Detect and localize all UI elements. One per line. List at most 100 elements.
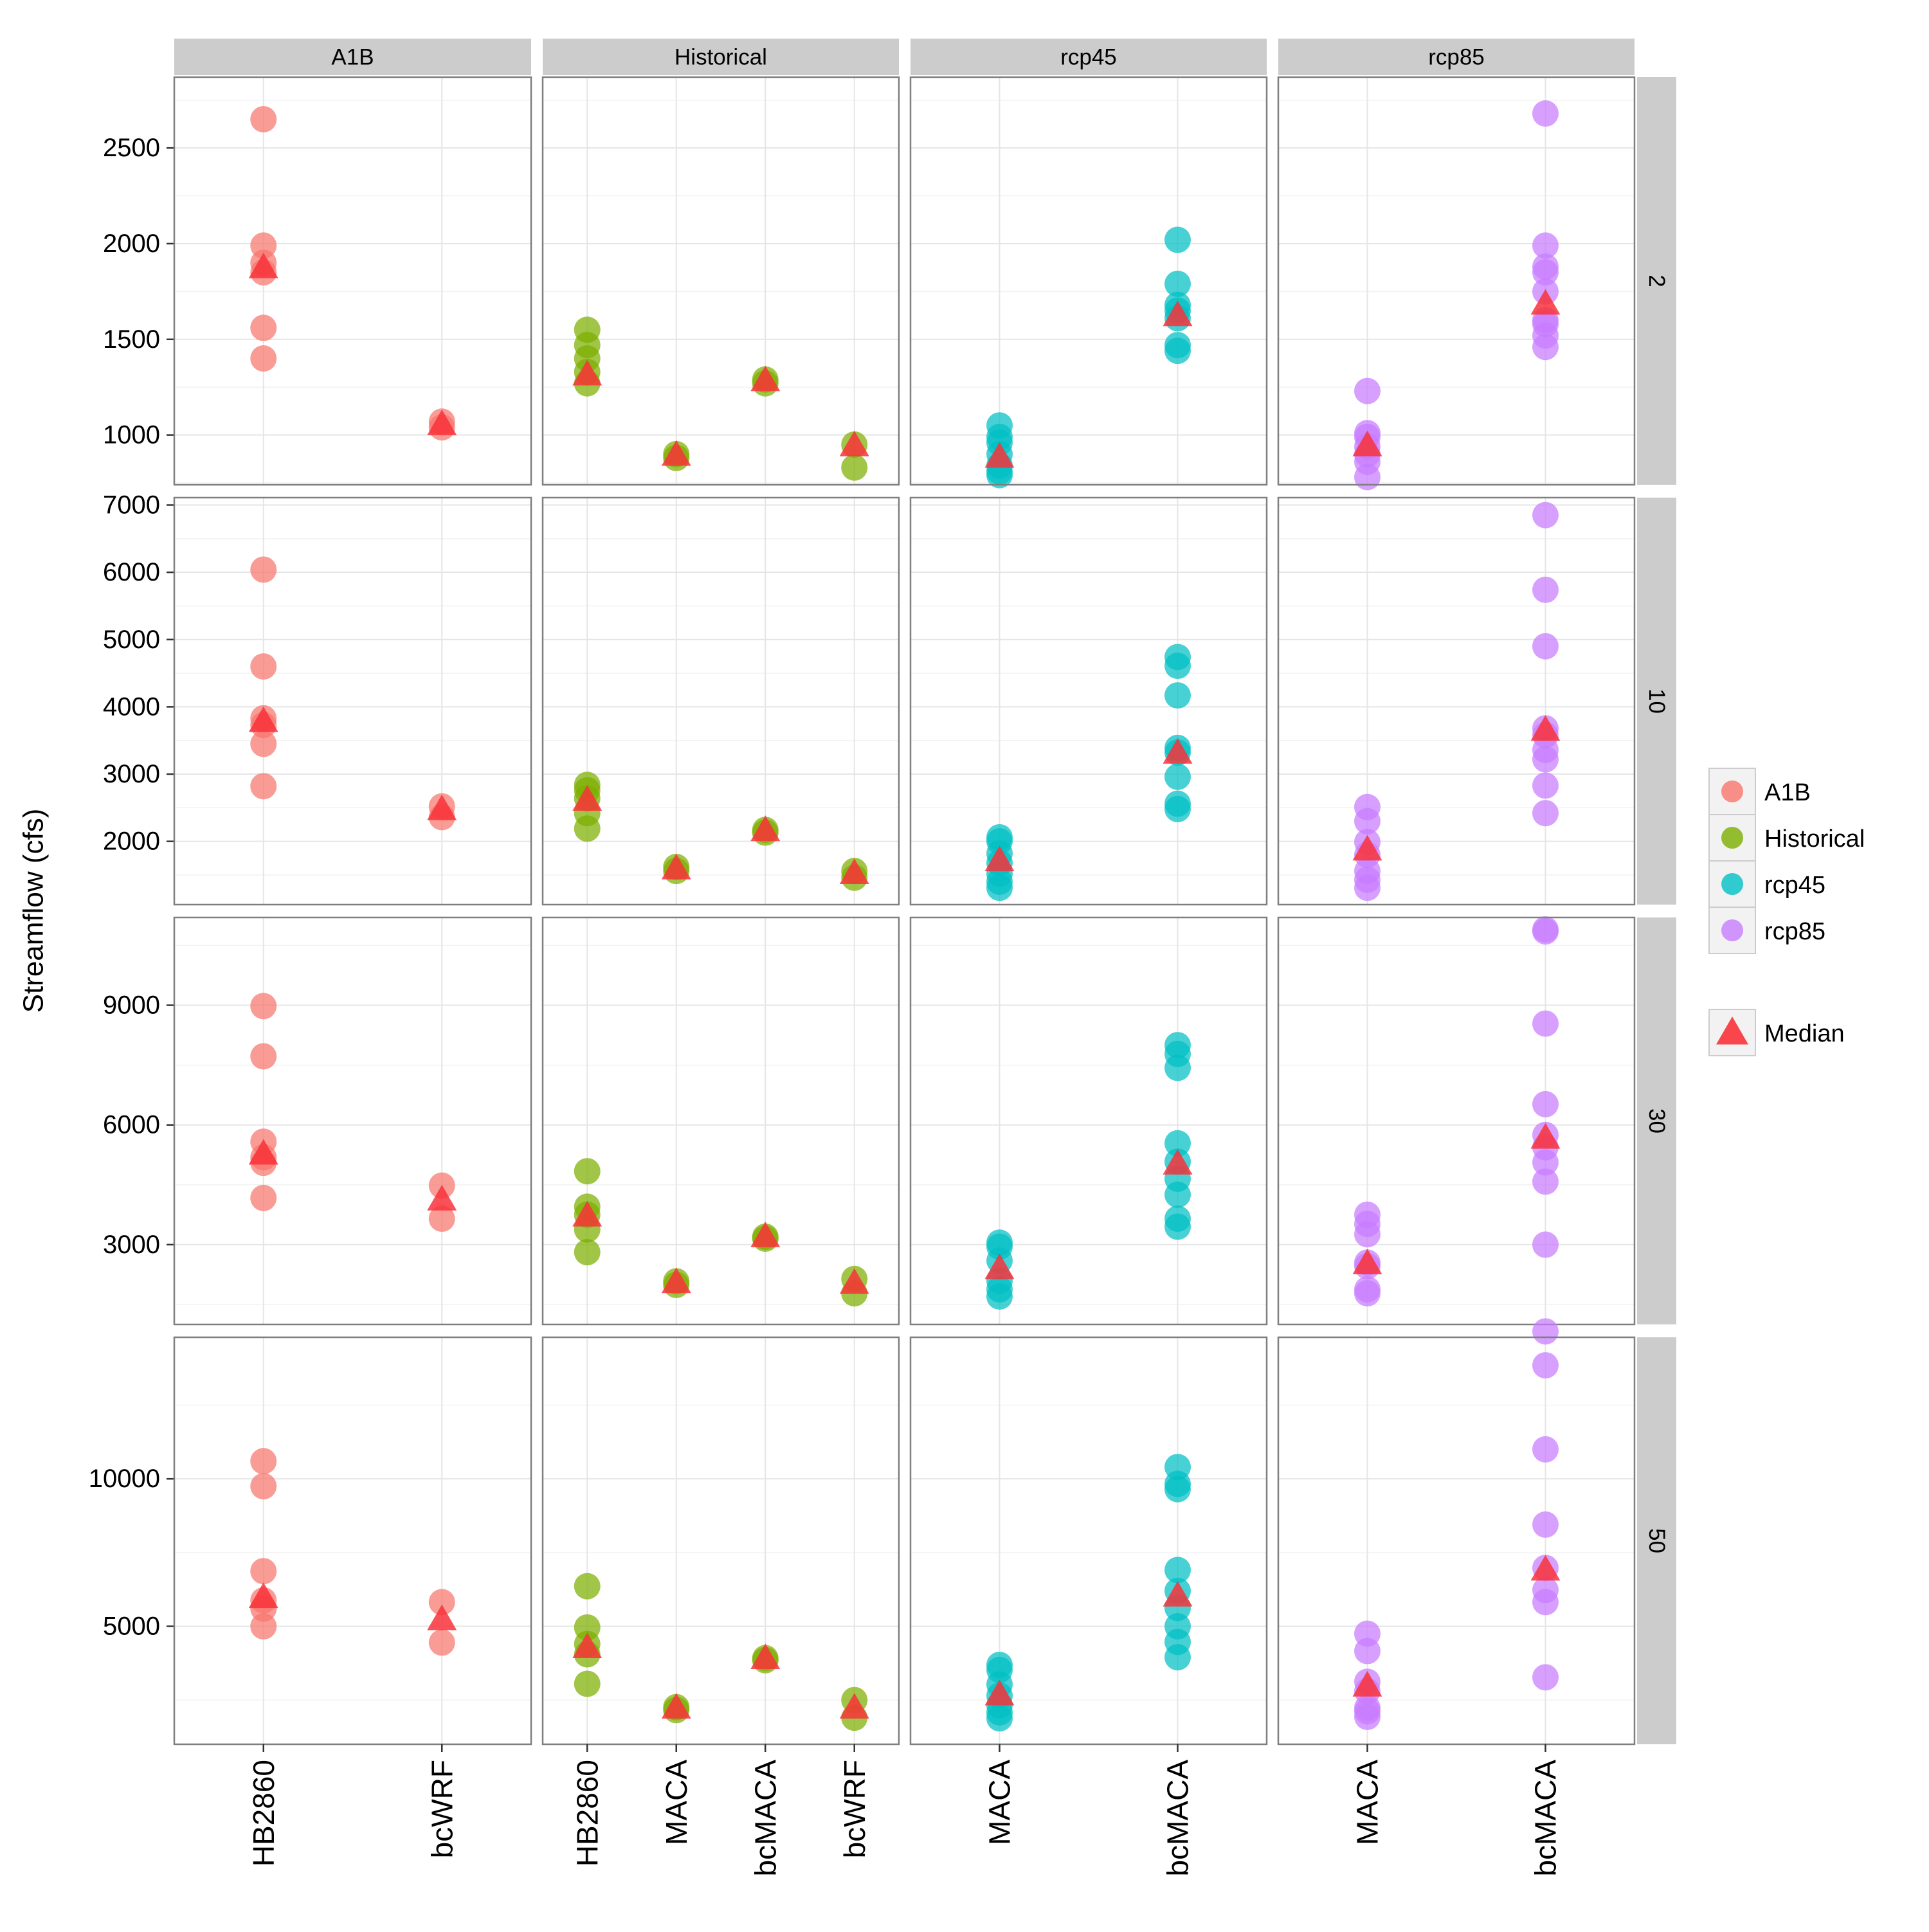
- data-point-rcp45: [1164, 270, 1191, 297]
- panel-2-historical: [541, 76, 900, 486]
- data-point-rcp85: [1532, 1352, 1559, 1379]
- data-point-rcp85: [1532, 1436, 1559, 1463]
- median-marker: [427, 1184, 457, 1211]
- data-point-rcp85: [1532, 232, 1559, 259]
- panel-border: [541, 1336, 900, 1746]
- median-marker: [839, 858, 869, 885]
- panel-2-a1b: [173, 76, 532, 486]
- data-point-rcp85: [1532, 334, 1559, 361]
- legend-label-rcp85: rcp85: [1764, 918, 1825, 945]
- median-marker: [984, 442, 1015, 468]
- column-strip-rcp85: [1278, 39, 1635, 75]
- data-point-rcp85: [1532, 1511, 1559, 1538]
- data-point-rcp45: [1164, 1130, 1191, 1157]
- median-marker: [661, 1267, 691, 1294]
- data-point-a1b: [250, 1184, 277, 1211]
- data-point-a1b: [250, 1558, 277, 1585]
- panel-border: [1277, 496, 1636, 906]
- data-point-rcp45: [986, 1283, 1013, 1310]
- panel-background: [910, 77, 1267, 485]
- data-point-rcp45: [1164, 1644, 1191, 1671]
- x-tick-label: bcWRF: [425, 1760, 458, 1858]
- panel-2-rcp45: [909, 76, 1268, 489]
- x-tick-label: MACA: [983, 1760, 1017, 1845]
- panel-border: [909, 1336, 1268, 1746]
- y-tick-label: 5000: [103, 1612, 160, 1641]
- y-axis-title: Streamflow (cfs): [18, 809, 50, 1013]
- data-point-a1b: [428, 1589, 455, 1616]
- data-point-rcp45: [1164, 763, 1191, 790]
- data-point-rcp85: [1532, 1090, 1559, 1117]
- y-tick-label: 1500: [103, 325, 160, 354]
- legend-label-historical: Historical: [1764, 826, 1865, 853]
- data-point-rcp85: [1532, 633, 1559, 660]
- data-point-rcp85: [1354, 464, 1381, 491]
- median-marker: [1530, 1123, 1561, 1149]
- column-strip-label: A1B: [331, 45, 374, 70]
- data-point-historical: [841, 454, 868, 481]
- median-marker: [1163, 737, 1193, 764]
- data-point-a1b: [250, 773, 277, 800]
- median-marker: [427, 794, 457, 820]
- data-point-a1b: [250, 1613, 277, 1640]
- median-marker: [661, 1693, 691, 1719]
- data-point-a1b: [250, 1473, 277, 1500]
- panel-10-historical: [541, 496, 900, 906]
- median-marker: [572, 1632, 602, 1659]
- data-point-a1b: [250, 993, 277, 1020]
- data-point-rcp45: [1164, 1054, 1191, 1081]
- panel-border: [173, 496, 532, 906]
- median-marker: [661, 853, 691, 880]
- panel-background: [174, 1337, 531, 1744]
- panel-10-a1b: [173, 496, 532, 906]
- data-point-rcp85: [1532, 100, 1559, 127]
- column-strip-label: rcp85: [1428, 45, 1485, 70]
- panel-50-rcp45: [909, 1336, 1268, 1746]
- x-tick-label: MACA: [1351, 1760, 1384, 1845]
- panel-background: [543, 498, 899, 905]
- data-point-rcp85: [1532, 800, 1559, 827]
- panel-border: [541, 496, 900, 906]
- panel-background: [1278, 917, 1635, 1324]
- panel-background: [543, 77, 899, 485]
- row-strip-label: 2: [1644, 275, 1669, 287]
- x-tick-label: MACA: [660, 1760, 693, 1845]
- column-strip-historical: [543, 39, 899, 75]
- panel-50-rcp85: [1277, 1318, 1636, 1746]
- legend-swatch-historical: [1721, 827, 1743, 849]
- median-marker: [248, 706, 278, 732]
- y-tick-label: 9000: [103, 991, 160, 1020]
- data-point-a1b: [250, 345, 277, 372]
- data-point-a1b: [250, 1448, 277, 1475]
- median-marker: [839, 1693, 869, 1719]
- data-point-rcp85: [1532, 746, 1559, 773]
- data-point-rcp45: [1164, 653, 1191, 680]
- panel-border: [541, 76, 900, 486]
- median-marker: [248, 1582, 278, 1609]
- y-tick-label: 4000: [103, 692, 160, 721]
- panel-2-rcp85: [1277, 76, 1636, 491]
- median-marker: [1163, 1149, 1193, 1175]
- data-point-historical: [574, 1670, 601, 1697]
- median-marker: [572, 359, 602, 386]
- median-marker: [750, 815, 781, 842]
- median-marker: [750, 1643, 781, 1670]
- data-point-a1b: [250, 1043, 277, 1070]
- median-marker: [750, 365, 781, 392]
- y-tick-label: 2000: [103, 230, 160, 258]
- data-point-rcp85: [1532, 918, 1559, 945]
- y-tick-label: 6000: [103, 558, 160, 586]
- panel-border: [173, 916, 532, 1326]
- row-strip-2: [1637, 77, 1676, 485]
- column-strip-label: rcp45: [1060, 45, 1117, 70]
- median-marker: [661, 440, 691, 466]
- median-marker: [1530, 715, 1561, 741]
- data-point-rcp85: [1354, 1703, 1381, 1730]
- data-point-rcp45: [986, 462, 1013, 489]
- panel-background: [910, 1337, 1267, 1744]
- data-point-rcp85: [1354, 874, 1381, 901]
- legend-swatch-median: [1716, 1016, 1748, 1045]
- median-marker: [427, 410, 457, 435]
- data-point-a1b: [250, 556, 277, 583]
